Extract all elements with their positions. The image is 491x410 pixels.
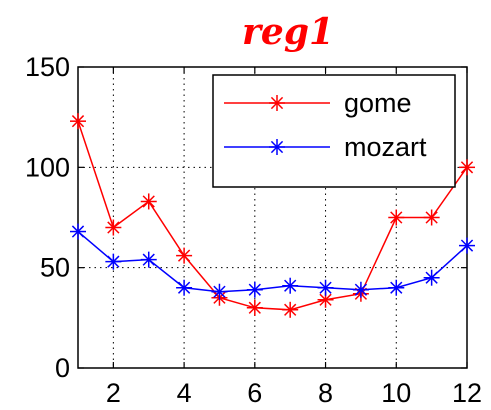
series-line-mozart [77,230,468,293]
data-point-gome-6 [246,299,263,316]
series-mozart [70,223,475,300]
data-point-mozart-8 [317,279,334,296]
data-point-mozart-4 [176,279,193,296]
y-tick-label-100: 100 [25,152,70,182]
y-tick-label-150: 150 [25,52,70,82]
legend-marker-gome [269,95,285,111]
data-point-gome-11 [423,209,440,226]
data-point-gome-4 [176,247,193,264]
y-tick-label-50: 50 [40,253,70,283]
plot-area-frame [77,66,468,369]
data-point-mozart-12 [459,237,475,254]
x-tick-label-6: 6 [247,378,262,408]
x-tick-label-2: 2 [106,378,121,408]
legend-marker-mozart [269,139,285,155]
data-point-mozart-6 [246,281,263,298]
x-tick-label-10: 10 [381,378,411,408]
legend-box [212,74,456,188]
x-axis-tick-labels: 2 4 6 8 10 12 [106,378,482,408]
data-point-mozart-3 [140,251,157,268]
x-tick-label-8: 8 [318,378,333,408]
legend-label-mozart: mozart [344,132,427,162]
legend-label-gome: gome [344,88,412,118]
series-layer [70,113,475,318]
chart-title: reg1 [242,11,334,53]
data-point-mozart-11 [423,269,440,286]
y-axis-tick-labels: 0 50 100 150 [25,52,70,383]
x-tick-label-4: 4 [177,378,192,408]
axis-ticks [78,66,468,369]
data-point-gome-2 [105,219,122,236]
series-gome [70,113,475,318]
data-point-mozart-2 [105,253,122,270]
data-point-mozart-5 [211,283,228,300]
data-point-mozart-10 [388,279,405,296]
legend: gome mozart [212,74,456,188]
data-point-gome-7 [282,301,299,318]
data-point-gome-10 [388,209,405,226]
data-point-gome-1 [70,113,86,130]
data-point-mozart-1 [70,223,86,240]
x-tick-label-12: 12 [452,378,482,408]
data-point-mozart-9 [352,281,369,298]
data-point-gome-12 [459,159,475,176]
y-tick-label-0: 0 [55,353,70,383]
data-point-gome-3 [140,193,157,210]
data-point-mozart-7 [282,277,299,294]
